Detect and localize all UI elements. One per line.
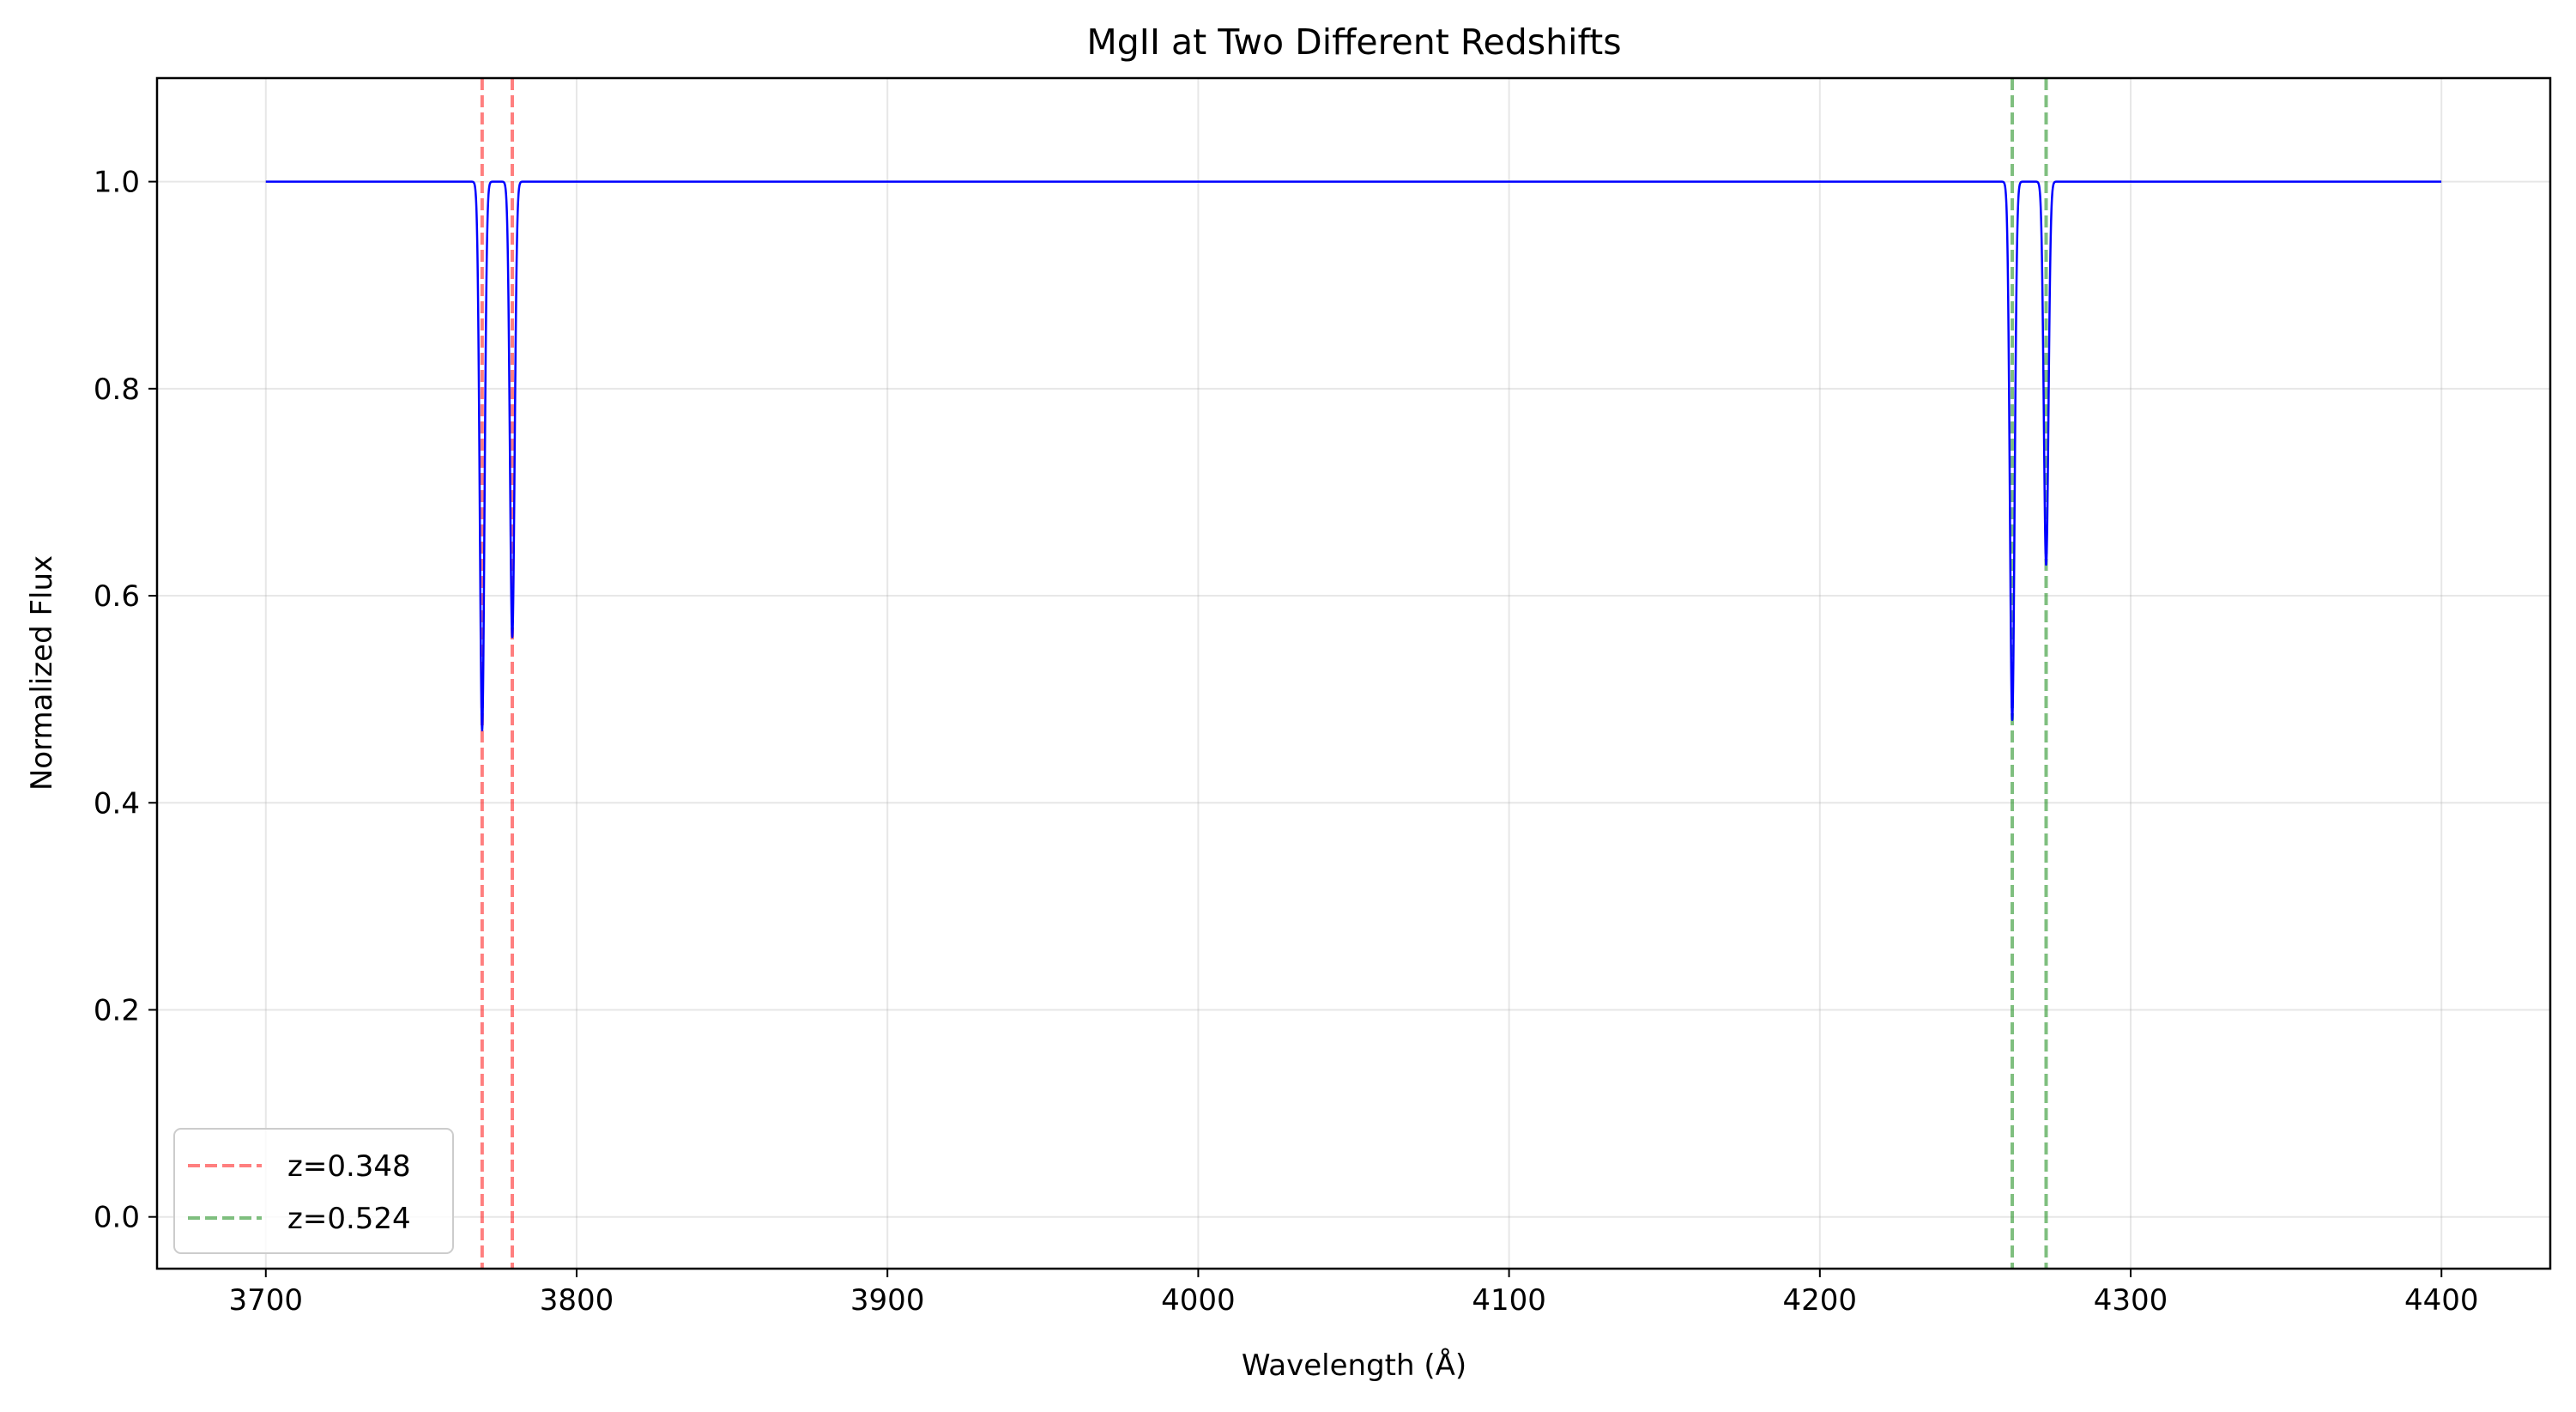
- y-tick-label: 0.2: [94, 993, 140, 1027]
- x-tick-label: 4100: [1472, 1283, 1546, 1318]
- x-axis-ticks: 3700 3800 3900 4000 4100 4200 4300 4400: [229, 1269, 2479, 1318]
- chart-title: MgII at Two Different Redshifts: [1086, 21, 1621, 63]
- y-tick-label: 0.6: [94, 579, 140, 614]
- y-axis-ticks: 0.0 0.2 0.4 0.6 0.8 1.0: [94, 166, 157, 1235]
- x-tick-label: 4300: [2094, 1283, 2168, 1318]
- y-tick-label: 0.0: [94, 1201, 140, 1235]
- x-tick-label: 3800: [540, 1283, 614, 1318]
- y-tick-label: 0.8: [94, 373, 140, 407]
- x-tick-label: 4000: [1161, 1283, 1236, 1318]
- x-tick-label: 4200: [1783, 1283, 1858, 1318]
- spectrum-line: [264, 180, 2443, 732]
- plot-frame: [155, 76, 2552, 1270]
- legend: z=0.348 z=0.524: [173, 1128, 454, 1254]
- x-tick-label: 3900: [850, 1283, 925, 1318]
- x-axis-label: Wavelength (Å): [1242, 1348, 1466, 1383]
- x-tick-label: 4400: [2404, 1283, 2479, 1318]
- y-tick-label: 1.0: [94, 166, 140, 200]
- x-tick-label: 3700: [229, 1283, 304, 1318]
- legend-box: [173, 1128, 454, 1254]
- legend-label-z-0-348: z=0.348: [287, 1149, 411, 1184]
- plot-area: [264, 78, 2443, 1269]
- legend-label-z-0-524: z=0.524: [287, 1202, 411, 1236]
- y-tick-label: 0.4: [94, 786, 140, 821]
- y-axis-label: Normalized Flux: [25, 555, 59, 791]
